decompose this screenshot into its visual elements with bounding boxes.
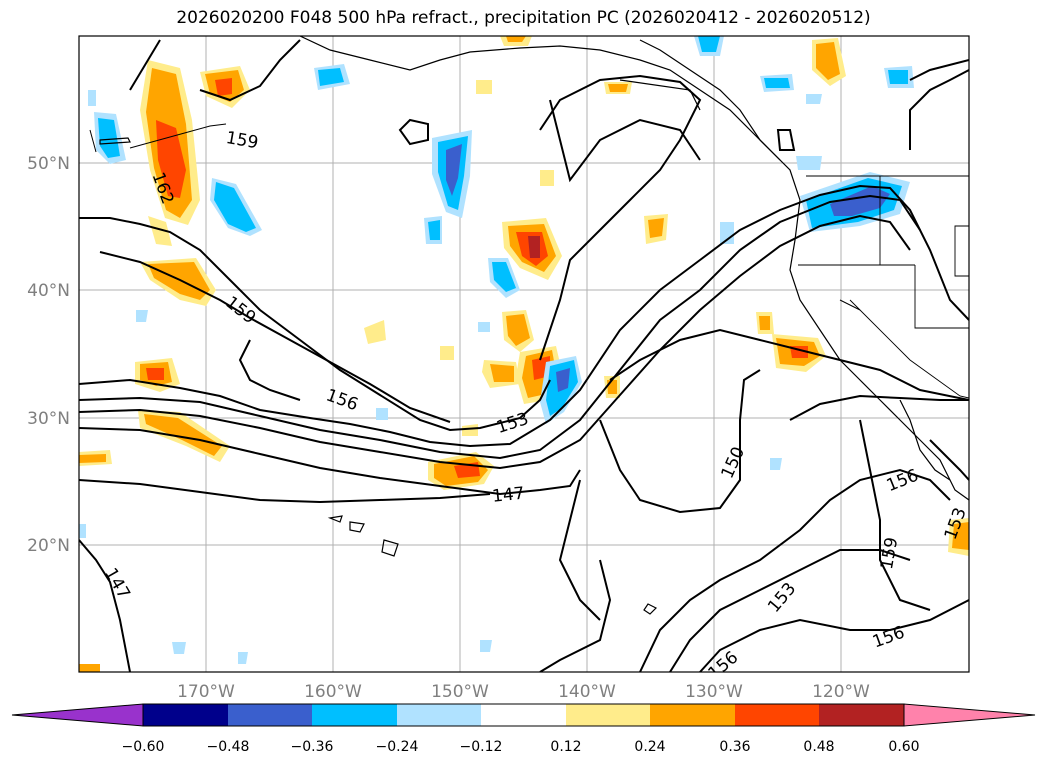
colorbar-tick-label: 0.48 — [803, 739, 834, 755]
lat-label: 20°N — [27, 536, 70, 556]
map-title: 2026020200 F048 500 hPa refract., precip… — [176, 8, 871, 28]
colorbar-segment — [228, 704, 312, 726]
negative-anomaly-fills — [79, 36, 914, 664]
colorbar-extend-low — [11, 703, 144, 727]
longitude-labels: 170°W 160°W 150°W 140°W 130°W 120°W — [177, 682, 870, 702]
colorbar-tick-label: 0.60 — [888, 739, 919, 755]
map-frame — [78, 35, 970, 673]
lon-label: 170°W — [177, 682, 235, 702]
colorbar-tick-label: −0.36 — [291, 739, 334, 755]
colorbar: −0.60 −0.48 −0.36 −0.24 −0.12 0.12 0.24 … — [11, 703, 1036, 755]
colorbar-segment — [143, 704, 228, 726]
colorbar-ticks: −0.60 −0.48 −0.36 −0.24 −0.12 0.12 0.24 … — [122, 739, 920, 755]
colorbar-segment — [819, 704, 904, 726]
colorbar-segment — [481, 704, 566, 726]
lon-label: 130°W — [685, 682, 743, 702]
lon-label: 140°W — [558, 682, 616, 702]
lat-label: 40°N — [27, 281, 70, 301]
fine-contours — [89, 123, 861, 311]
colorbar-tick-label: −0.24 — [376, 739, 419, 755]
colorbar-segment — [735, 704, 819, 726]
colorbar-tick-label: 0.12 — [550, 739, 581, 755]
lon-label: 120°W — [812, 682, 870, 702]
colorbar-segment — [566, 704, 650, 726]
colorbar-tick-label: 0.24 — [634, 739, 665, 755]
contour-label: 147 — [491, 484, 525, 507]
colorbar-tick-label: 0.36 — [719, 739, 750, 755]
colorbar-tick-label: −0.12 — [460, 739, 503, 755]
latitude-labels: 50°N 40°N 30°N 20°N — [27, 154, 70, 556]
colorbar-segment — [312, 704, 397, 726]
lat-label: 50°N — [27, 154, 70, 174]
lat-label: 30°N — [27, 409, 70, 429]
lon-label: 160°W — [304, 682, 362, 702]
colorbar-segment — [650, 704, 735, 726]
colorbar-extend-high — [903, 703, 1036, 727]
lon-label: 150°W — [431, 682, 489, 702]
colorbar-tick-label: −0.48 — [207, 739, 250, 755]
colorbar-segment — [397, 704, 481, 726]
refractivity-contours — [79, 39, 969, 672]
colorbar-tick-label: −0.60 — [122, 739, 165, 755]
